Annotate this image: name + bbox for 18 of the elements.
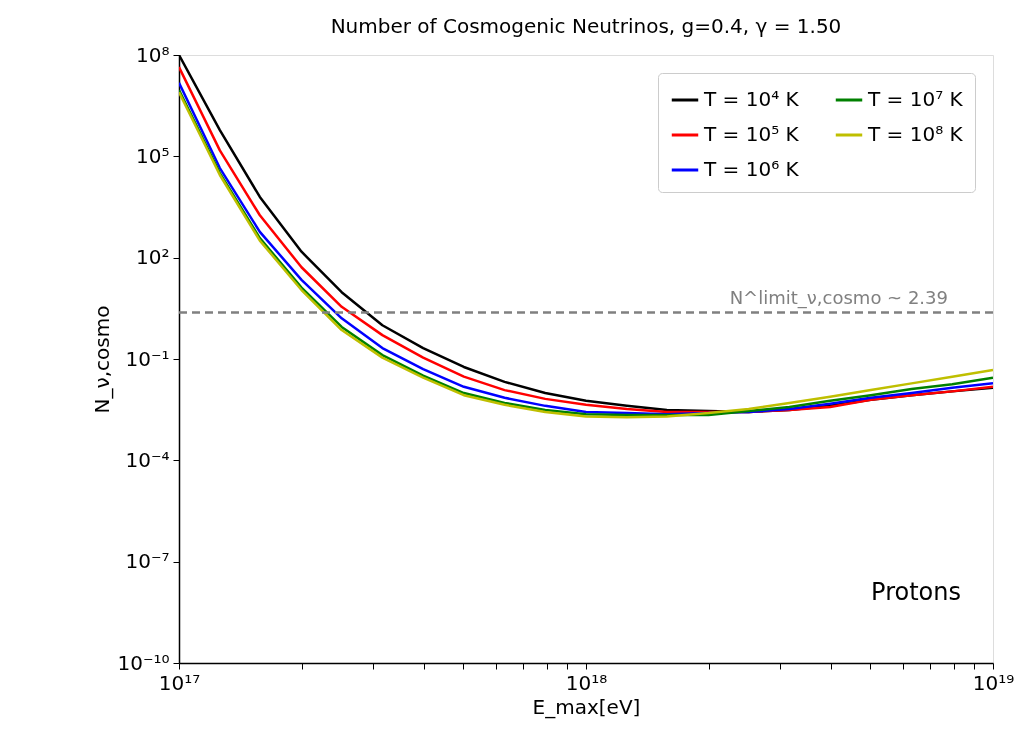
y-tick-label: 10⁻¹ <box>125 346 170 371</box>
legend-label: T = 10⁶ K <box>703 157 800 181</box>
chart-title: Number of Cosmogenic Neutrinos, g=0.4, γ = 1.50 <box>330 14 842 38</box>
legend-label: T = 10⁴ K <box>703 87 800 111</box>
y-tick-label: 10² <box>136 245 170 270</box>
x-axis-title: E_max[eV] <box>532 694 641 719</box>
legend-label: T = 10⁷ K <box>867 87 964 111</box>
legend-label: T = 10⁸ K <box>867 122 964 146</box>
ref-line-label: N^limit_ν,cosmo ~ 2.39 <box>729 287 948 310</box>
x-tick-label: 10¹⁸ <box>565 670 608 695</box>
y-tick-label: 10⁵ <box>136 143 170 168</box>
y-tick-label: 10⁸ <box>136 42 170 67</box>
x-tick-label: 10¹⁹ <box>972 670 1015 695</box>
y-tick-label: 10⁻⁴ <box>125 447 170 472</box>
annotation: Protons <box>871 578 961 606</box>
y-tick-label: 10⁻⁷ <box>125 549 170 574</box>
y-axis-title: N_ν,cosmo <box>90 305 115 414</box>
legend-label: T = 10⁵ K <box>703 122 800 146</box>
